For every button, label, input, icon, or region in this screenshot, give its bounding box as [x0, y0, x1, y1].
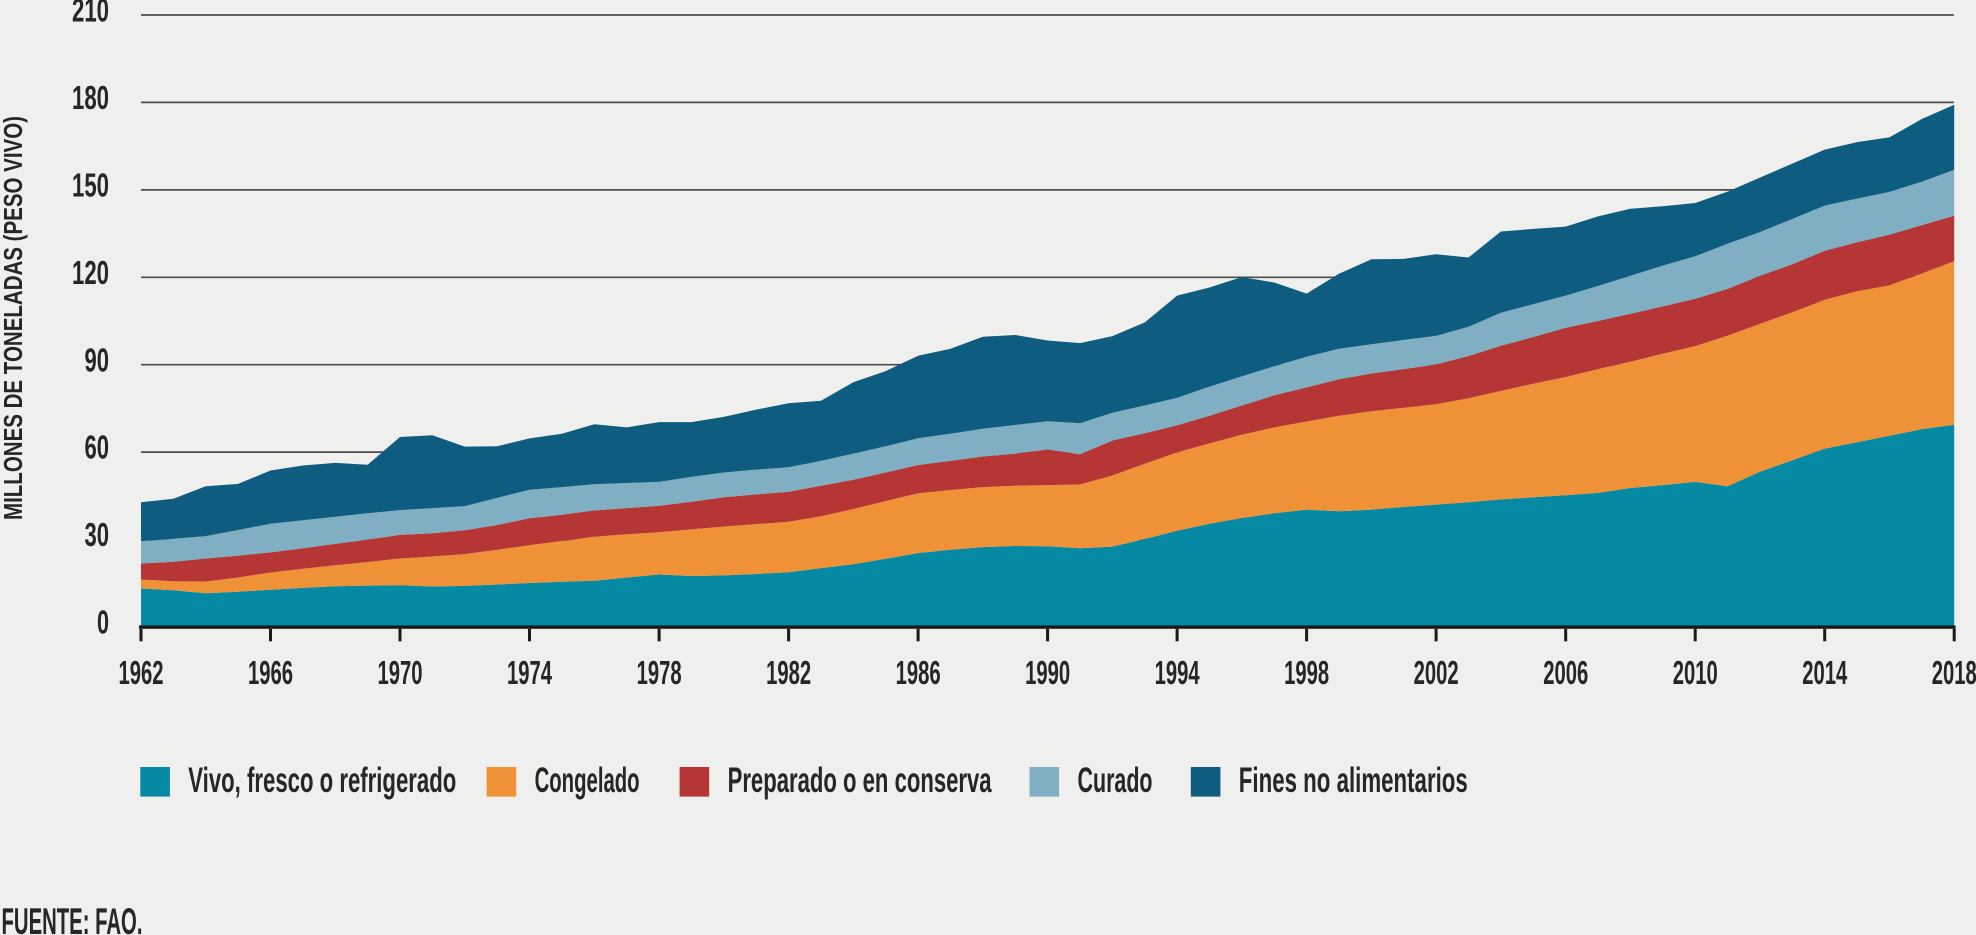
svg-text:120: 120	[72, 255, 109, 292]
svg-text:1990: 1990	[1025, 655, 1070, 692]
svg-text:Curado: Curado	[1078, 761, 1153, 800]
svg-text:MILLONES DE TONELADAS (PESO VI: MILLONES DE TONELADAS (PESO VIVO)	[0, 116, 28, 520]
svg-text:210: 210	[72, 0, 109, 30]
svg-text:Preparado o en conserva: Preparado o en conserva	[728, 761, 992, 800]
svg-text:2002: 2002	[1414, 655, 1459, 692]
svg-text:1994: 1994	[1155, 655, 1200, 692]
svg-text:180: 180	[72, 80, 109, 117]
svg-text:2010: 2010	[1673, 655, 1718, 692]
svg-text:Congelado: Congelado	[535, 761, 640, 800]
svg-text:30: 30	[85, 517, 110, 554]
svg-text:1970: 1970	[378, 655, 423, 692]
svg-text:60: 60	[85, 430, 110, 467]
svg-text:1978: 1978	[637, 655, 682, 692]
svg-text:1986: 1986	[896, 655, 941, 692]
svg-text:FUENTE: FAO.: FUENTE: FAO.	[2, 901, 143, 935]
svg-text:0: 0	[97, 605, 109, 642]
svg-text:1974: 1974	[507, 655, 552, 692]
svg-text:2018: 2018	[1932, 655, 1976, 692]
svg-text:2014: 2014	[1802, 655, 1847, 692]
svg-text:90: 90	[85, 342, 110, 379]
svg-text:1962: 1962	[119, 655, 164, 692]
svg-text:1966: 1966	[248, 655, 293, 692]
svg-text:2006: 2006	[1543, 655, 1588, 692]
svg-text:Vivo, fresco o refrigerado: Vivo, fresco o refrigerado	[188, 761, 456, 800]
svg-text:Fines no alimentarios: Fines no alimentarios	[1239, 761, 1468, 800]
svg-text:150: 150	[72, 168, 109, 205]
svg-text:1998: 1998	[1284, 655, 1329, 692]
svg-text:1982: 1982	[766, 655, 811, 692]
